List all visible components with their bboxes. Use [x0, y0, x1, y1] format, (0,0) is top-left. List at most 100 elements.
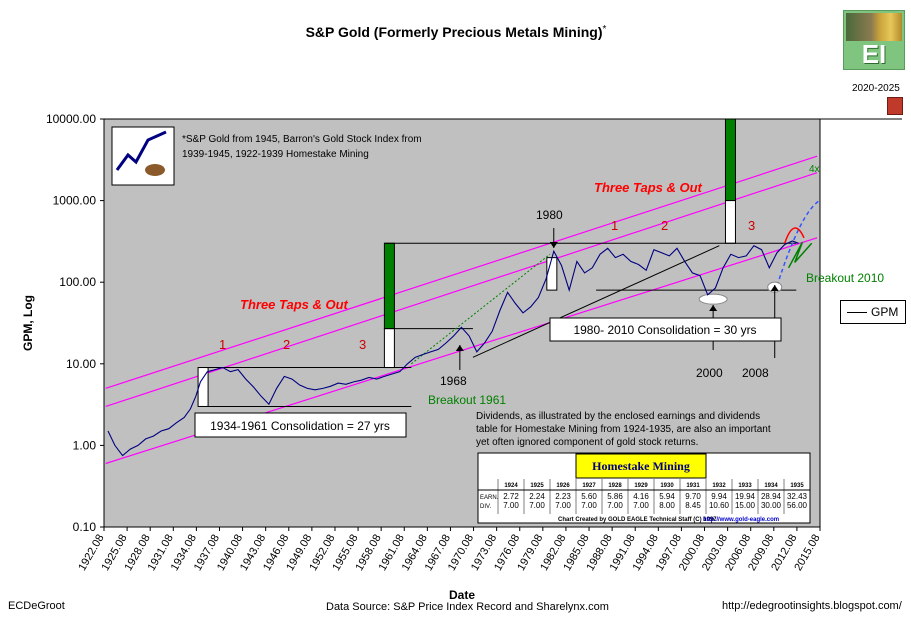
legend-swatch: [847, 312, 867, 313]
dividend-note-1: Dividends, as illustrated by the enclose…: [476, 411, 760, 422]
green-breakout-arrow: [787, 241, 813, 269]
y-tick-label: 10.00: [66, 357, 96, 371]
year-label-1980: 1980: [536, 208, 563, 222]
year-label-1968: 1968: [440, 374, 467, 388]
dotted-projection-line: [411, 253, 551, 365]
table-cell: 7.00: [581, 501, 597, 510]
book-icon: [887, 97, 903, 115]
consolidation-label-1: 1934-1961 Consolidation = 27 yrs: [210, 419, 390, 433]
tap-1-b: 1: [611, 218, 618, 233]
rising-support-line: [472, 245, 720, 358]
dashed-projection-line: [776, 199, 820, 287]
table-cell: 7.00: [607, 501, 623, 510]
breakout-2010-label: Breakout 2010: [806, 271, 884, 285]
dividend-note-2: table for Homestake Mining from 1924-193…: [476, 424, 771, 435]
logo-text: EI: [861, 39, 887, 69]
year-label-2000: 2000: [696, 366, 723, 380]
table-year: 1930: [660, 483, 674, 489]
target-bar-white-2: [724, 200, 736, 244]
y-axis-label: GPM, Log: [21, 295, 35, 351]
table-year: 1934: [764, 483, 778, 489]
table-year: 1925: [530, 483, 544, 489]
table-cell: 32.43: [787, 492, 808, 501]
table-year: 1928: [608, 483, 622, 489]
arrow-2000-head: [709, 305, 718, 311]
series-layer: [107, 240, 799, 457]
bottom-ellipse-2000: [698, 293, 728, 305]
legend-label-gpm: GPM: [871, 305, 899, 319]
table-year: 1929: [634, 483, 648, 489]
table-credit: Chart Created by GOLD EAGLE Technical St…: [558, 517, 717, 523]
note-line-2: 1939-1945, 1922-1939 Homestake Mining: [182, 149, 369, 160]
arrow-1980-head: [549, 242, 558, 248]
table-year: 1926: [556, 483, 570, 489]
annotation-text-layer: *S&P Gold from 1945, Barron's Gold Stock…: [111, 126, 884, 448]
tap-2-a: 2: [283, 337, 290, 352]
breakout-1961-label: Breakout 1961: [428, 393, 506, 407]
table-cell: 9.94: [711, 492, 727, 501]
three-taps-label-1: Three Taps & Out: [240, 297, 349, 312]
target-bar-green: [383, 242, 395, 330]
legend: GPM: [840, 300, 906, 324]
table-year: 1927: [582, 483, 596, 489]
dividend-note-3: yet often ignored component of gold stoc…: [476, 437, 698, 448]
tap-3-b: 3: [748, 218, 755, 233]
table-cell: 5.60: [581, 492, 597, 501]
series-line-gpm: [107, 240, 799, 457]
years-label: 2020-2025: [852, 83, 900, 94]
chart-title: S&P Gold (Formerly Precious Metals Minin…: [306, 24, 607, 40]
table-cell: 10.60: [709, 501, 730, 510]
table-cell: 5.86: [607, 492, 623, 501]
table-year: 1935: [790, 483, 804, 489]
table-cell: 28.94: [761, 492, 782, 501]
footer-url: http://edegrootinsights.blogspot.com/: [722, 600, 902, 612]
consolidation-box-1: [194, 412, 407, 438]
table-cell: 8.45: [685, 501, 701, 510]
arrow-1968-head: [455, 345, 464, 351]
consolidation-box-2: [549, 317, 782, 342]
table-year: 1932: [712, 483, 726, 489]
y-tick-label: 1000.00: [53, 194, 97, 208]
table-title-box: [575, 453, 707, 479]
target-bar-green-2: [724, 118, 736, 202]
bull-icon: [145, 164, 165, 176]
table-cell: 4.16: [633, 492, 649, 501]
logo-inset-box: [111, 126, 175, 186]
footer-author: ECDeGroot: [8, 600, 65, 612]
y-tick-label: 0.10: [73, 520, 97, 534]
homestake-table: Homestake Mining 1924 1925 1926 1927 1928 1929…: [477, 452, 811, 524]
x-axis: 1922.081925.081928.081931.081934.081937.…: [76, 527, 823, 573]
table-cell: 2.23: [555, 492, 571, 501]
year-label-2008: 2008: [742, 366, 769, 380]
bull-chart-icon: [115, 130, 167, 171]
y-tick-label: 10000.00: [46, 112, 96, 126]
table-cell: 7.00: [555, 501, 571, 510]
table-url: http://www.gold-eagle.com: [703, 517, 779, 523]
table-cell: 56.00: [787, 501, 808, 510]
arrow-2008-head: [770, 285, 779, 291]
x-axis-label: Date: [449, 588, 475, 602]
table-year: 1933: [738, 483, 752, 489]
trend-channel-line-3: [105, 155, 818, 389]
table-cell: 2.72: [503, 492, 519, 501]
red-arc: [784, 227, 805, 244]
y-tick-label: 100.00: [59, 275, 96, 289]
y-axis: 10000.00 1000.00 100.00 10.00 1.00 0.10: [46, 112, 902, 534]
table-cell: 2.24: [529, 492, 545, 501]
note-line-1: *S&P Gold from 1945, Barron's Gold Stock…: [182, 134, 422, 145]
consolidation-label-2: 1980- 2010 Consolidation = 30 yrs: [573, 323, 756, 337]
table-cell: 15.00: [735, 501, 756, 510]
y-tick-label: 1.00: [73, 438, 97, 452]
logo: EI: [843, 10, 905, 70]
tap-1-a: 1: [219, 337, 226, 352]
logo-image: [846, 13, 902, 41]
table-cell: 9.70: [685, 492, 701, 501]
table-cell: 7.00: [503, 501, 519, 510]
table-row-label: EARN.: [480, 495, 499, 501]
table-cell: 5.94: [659, 492, 675, 501]
table-cell: 7.00: [529, 501, 545, 510]
table-cell: 7.00: [633, 501, 649, 510]
table-year: 1924: [504, 483, 518, 489]
three-taps-label-2: Three Taps & Out: [594, 180, 703, 195]
